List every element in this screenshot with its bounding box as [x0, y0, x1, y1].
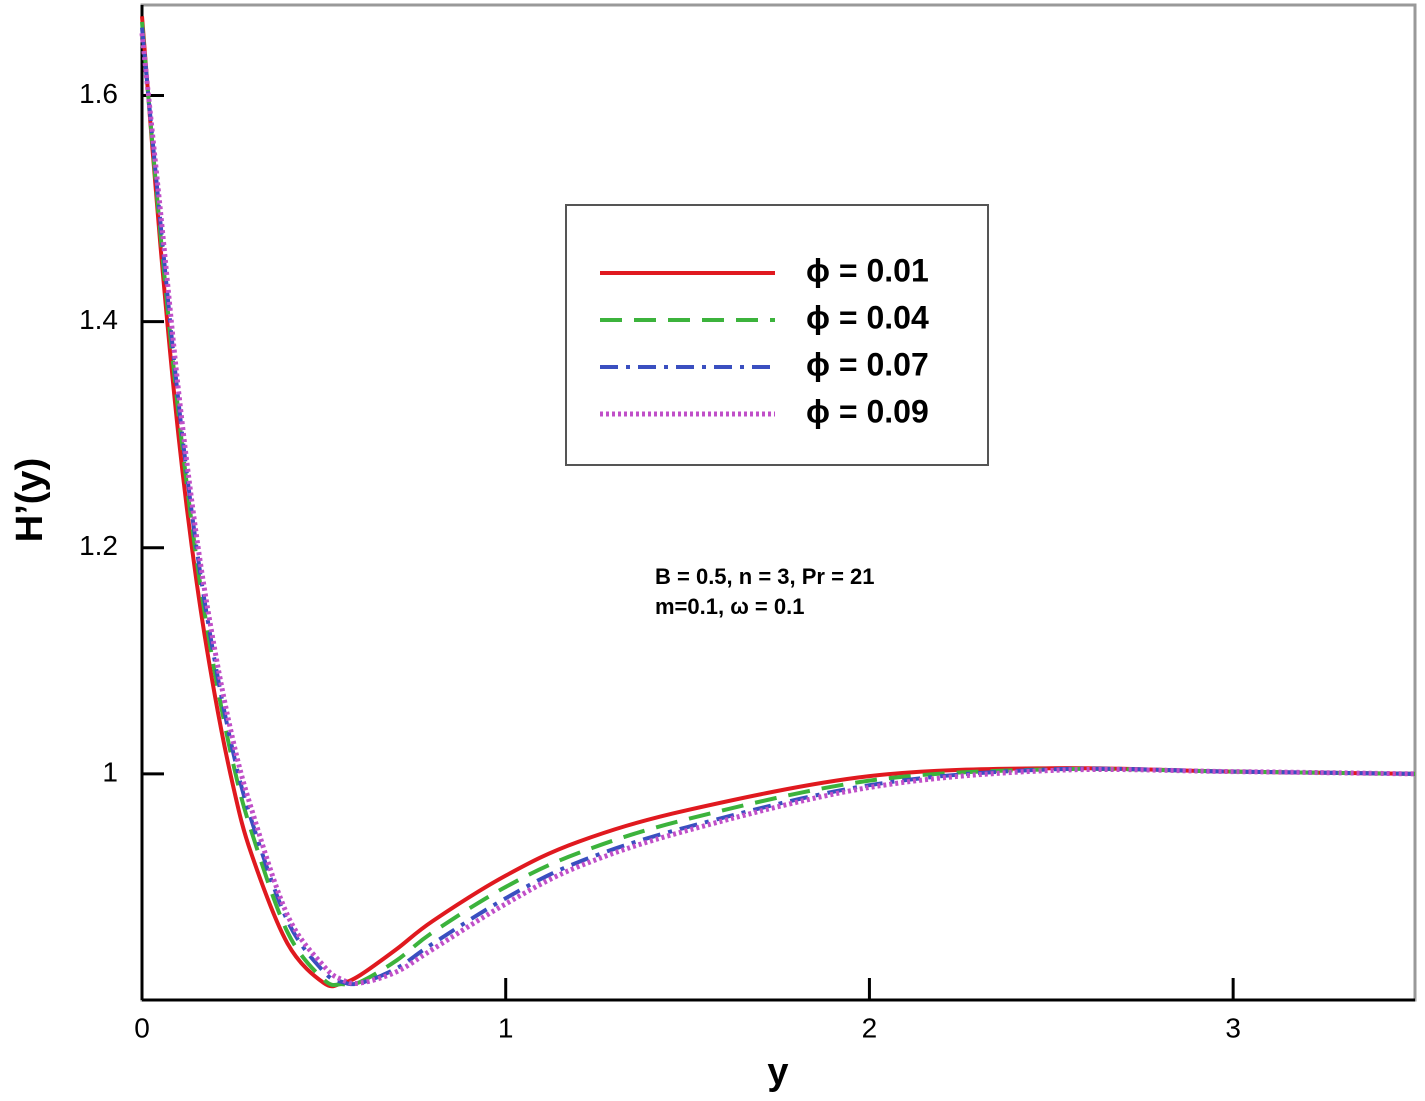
- y-tick-label: 1.2: [79, 530, 118, 561]
- annotation: B = 0.5, n = 3, Pr = 21: [655, 564, 875, 589]
- series-line: [139, 33, 1416, 986]
- y-tick-label: 1.4: [79, 304, 118, 335]
- series-line: [140, 27, 1416, 987]
- x-tick-label: 2: [862, 1012, 878, 1043]
- legend-label: ϕ = 0.07: [806, 346, 929, 382]
- x-tick-label: 3: [1225, 1012, 1241, 1043]
- series-line: [140, 16, 1416, 989]
- y-tick-label: 1.6: [79, 78, 118, 109]
- annotation: m=0.1, ω = 0.1: [655, 594, 804, 619]
- legend-label: ϕ = 0.01: [806, 252, 929, 288]
- y-tick-label: 1: [102, 756, 118, 787]
- series-line: [140, 21, 1416, 988]
- y-axis-label: H’(y): [9, 458, 51, 542]
- x-tick-label: 0: [134, 1012, 150, 1043]
- plot-frame: [140, 3, 1417, 1002]
- x-tick-label: 1: [498, 1012, 514, 1043]
- legend-label: ϕ = 0.09: [806, 393, 929, 429]
- x-axis-label: y: [767, 1051, 788, 1093]
- legend-label: ϕ = 0.04: [806, 299, 929, 335]
- legend-box: [565, 204, 989, 466]
